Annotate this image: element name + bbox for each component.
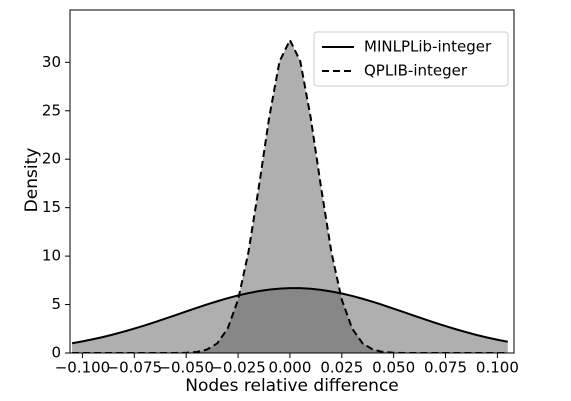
y-tick-label: 15: [42, 198, 61, 216]
legend-box: [313, 31, 509, 87]
legend-label: MINLPLib-integer: [364, 38, 492, 56]
x-tick-label: 0.100: [476, 359, 519, 377]
y-tick-label: 25: [42, 101, 61, 119]
x-tick-label: 0.025: [320, 359, 363, 377]
y-tick-label: 5: [51, 295, 61, 313]
y-tick-label: 10: [42, 247, 61, 265]
axes-frame: [69, 9, 515, 354]
area-fill: [72, 40, 508, 353]
x-tick-label: 0.050: [372, 359, 415, 377]
x-tick-label: −0.100: [55, 359, 111, 377]
y-tick-label: 30: [42, 53, 61, 71]
x-axis-label: Nodes relative difference: [185, 376, 399, 396]
x-tick-label: −0.025: [210, 359, 266, 377]
x-tick-label: −0.050: [158, 359, 214, 377]
density-line: [71, 287, 508, 345]
y-tick-label: 20: [42, 150, 61, 168]
y-axis-label: Density: [22, 148, 42, 213]
plot-area: [71, 37, 508, 353]
x-tick-label: 0.000: [268, 359, 311, 377]
y-tick-label: 0: [51, 344, 61, 362]
x-tick-label: −0.075: [107, 359, 163, 377]
legend-label: QPLIB-integer: [364, 62, 468, 80]
x-tick-label: 0.075: [424, 359, 467, 377]
